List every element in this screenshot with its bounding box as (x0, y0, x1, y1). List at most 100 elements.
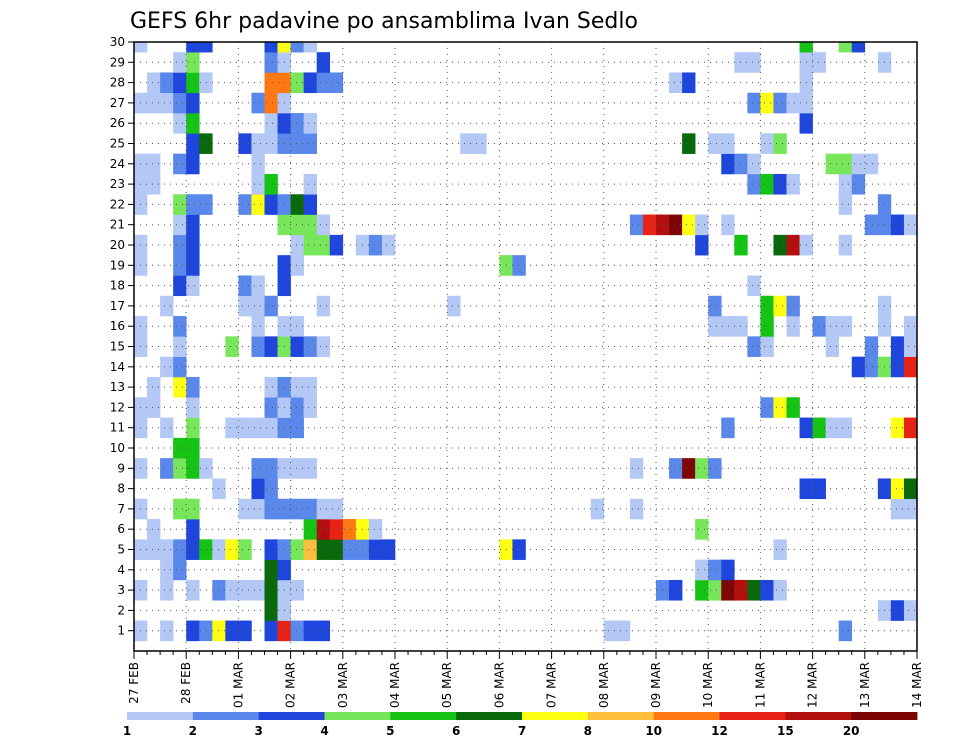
heatmap-cell (812, 52, 826, 73)
heatmap-cell (890, 356, 905, 378)
heatmap-cell (329, 539, 344, 560)
colorbar-segment (653, 712, 720, 720)
heatmap-cell (760, 92, 774, 114)
heatmap-cell (316, 498, 331, 520)
heatmap-cell (760, 316, 774, 337)
heatmap-cell (760, 336, 774, 357)
colorbar-segment (587, 712, 655, 720)
heatmap-cell (838, 620, 853, 642)
colorbar-label: 2 (189, 724, 197, 738)
heatmap-cell (290, 113, 304, 134)
heatmap-cell (264, 620, 278, 642)
heatmap-cell (199, 72, 213, 94)
heatmap-cell (851, 356, 866, 378)
heatmap-cell (760, 173, 774, 195)
heatmap-cell (773, 397, 787, 418)
heatmap-cell (186, 519, 200, 540)
heatmap-cell (773, 133, 787, 154)
heatmap-cell (381, 234, 396, 256)
heatmap-cell (160, 559, 174, 581)
x-tick-label: 12 MAR (806, 662, 820, 708)
heatmap-cell (186, 42, 200, 53)
colorbar-segment (127, 712, 194, 720)
y-tick-label: 11 (110, 421, 125, 435)
x-tick-label: 06 MAR (492, 662, 506, 708)
heatmap-cell (160, 539, 174, 560)
heatmap-cell (721, 153, 735, 175)
heatmap-cell (864, 214, 879, 236)
y-tick-label: 29 (110, 55, 125, 69)
heatmap-cell (890, 214, 905, 236)
heatmap-cell (251, 92, 265, 114)
heatmap-cell (342, 519, 357, 540)
heatmap-cell (186, 92, 200, 114)
heatmap-cell (629, 214, 644, 236)
heatmap-cell (147, 173, 161, 195)
heatmap-cell (303, 113, 317, 134)
colorbar-label: 12 (711, 724, 728, 738)
heatmap-cell (251, 579, 265, 601)
colorbar-segment (785, 712, 852, 720)
colorbar-segment (324, 712, 391, 720)
heatmap-cell (173, 113, 187, 134)
colorbar-label: 20 (843, 724, 860, 738)
heatmap-cell (316, 539, 331, 560)
heatmap-cell (616, 620, 631, 642)
heatmap-cell (512, 539, 526, 560)
heatmap-cell (812, 478, 826, 500)
heatmap-cell (238, 417, 252, 439)
heatmap-cell (199, 458, 213, 479)
heatmap-cell (721, 579, 735, 601)
heatmap-cell (160, 72, 174, 94)
heatmap-cell (747, 173, 761, 195)
heatmap-cell (708, 458, 722, 479)
heatmap-cell (682, 133, 696, 154)
y-tick-label: 24 (110, 157, 125, 171)
heatmap-cell (225, 539, 239, 560)
heatmap-cell (225, 579, 239, 601)
x-axis-ticks: 27 FEB 28 FEB 01 MAR 02 MAR 03 MAR 04 MAR 05 M… (127, 651, 924, 708)
heatmap-cell (238, 498, 252, 520)
heatmap-cell (186, 52, 200, 73)
y-tick-label: 22 (110, 197, 125, 211)
heatmap-cell (186, 579, 200, 601)
heatmap-cell (890, 478, 905, 500)
heatmap-cell (264, 539, 278, 560)
heatmap-cell (173, 234, 187, 256)
heatmap-cell (147, 376, 161, 398)
heatmap-cell (747, 153, 761, 175)
heatmap-cell (160, 620, 174, 642)
heatmap-cell (147, 153, 161, 175)
heatmap-cell (786, 316, 800, 337)
heatmap-cell (669, 579, 683, 601)
heatmap-cell (590, 498, 605, 520)
colorbar-label: 7 (518, 724, 526, 738)
x-tick-label: 11 MAR (753, 662, 767, 708)
heatmap-cell (264, 579, 278, 601)
y-tick-label: 28 (110, 76, 125, 90)
y-tick-label: 8 (117, 482, 125, 496)
heatmap-cell (251, 498, 265, 520)
heatmap-cell (238, 620, 252, 642)
heatmap-cell (186, 376, 200, 398)
heatmap-cell (316, 52, 331, 73)
x-tick-label: 09 MAR (649, 662, 663, 708)
heatmap-cell (264, 92, 278, 114)
heatmap-cell (264, 397, 278, 418)
heatmap-cell (173, 498, 187, 520)
heatmap-cell (251, 133, 265, 154)
heatmap-cell (603, 620, 618, 642)
y-tick-label: 13 (110, 380, 125, 394)
colorbar-label: 6 (452, 724, 460, 738)
y-tick-label: 3 (117, 583, 125, 597)
heatmap-cell (721, 133, 735, 154)
heatmap-cell (825, 336, 839, 357)
heatmap-cell (264, 600, 278, 621)
heatmap-cell (760, 133, 774, 154)
heatmap-cell (721, 316, 735, 337)
heatmap-cell (173, 255, 187, 276)
colorbar-label: 8 (584, 724, 592, 738)
heatmap-cell (186, 275, 200, 297)
heatmap-cell (669, 72, 683, 94)
heatmap-cell (290, 397, 304, 418)
